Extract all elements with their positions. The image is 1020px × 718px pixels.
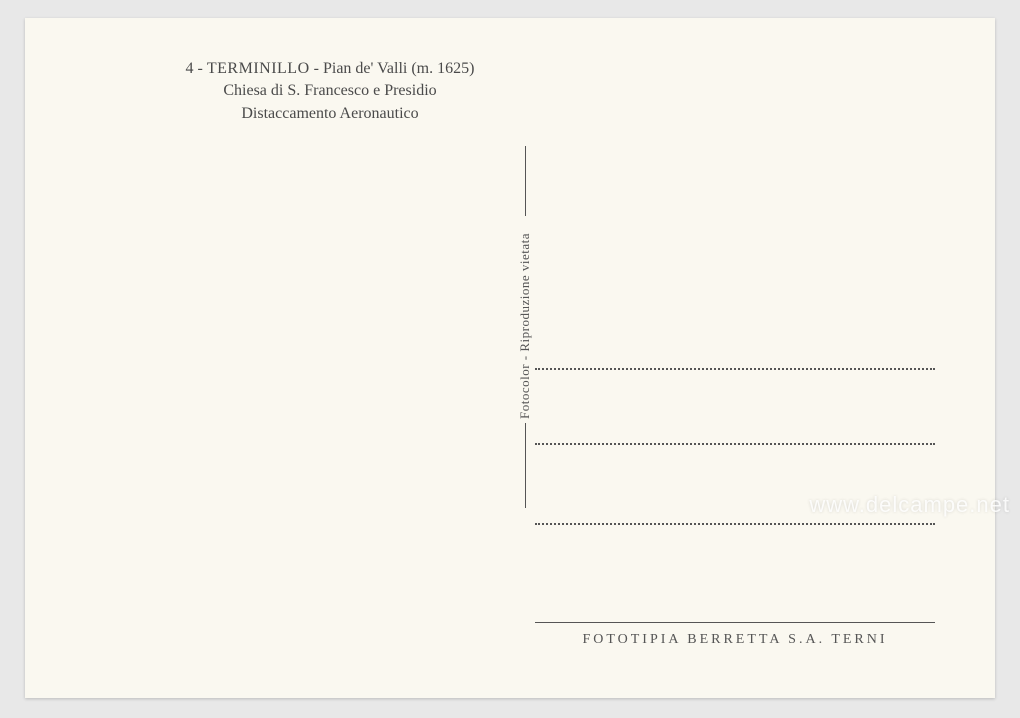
- center-divider-bottom: [525, 423, 526, 508]
- center-divider-top: [525, 146, 526, 216]
- address-line-2: [535, 443, 935, 445]
- header-line3: Distaccamento Aeronautico: [130, 103, 530, 125]
- card-number: 4: [186, 60, 194, 77]
- header-caption: 4 - TERMINILLO - Pian de' Valli (m. 1625…: [130, 58, 530, 125]
- address-line-3: [535, 523, 935, 525]
- postcard-back: 4 - TERMINILLO - Pian de' Valli (m. 1625…: [25, 18, 995, 698]
- footer-divider: [535, 622, 935, 623]
- location-title: TERMINILLO: [207, 60, 310, 77]
- publisher-text: FOTOTIPIA BERRETTA S.A. TERNI: [535, 632, 935, 648]
- header-line1: 4 - TERMINILLO - Pian de' Valli (m. 1625…: [130, 58, 530, 80]
- location-subtitle: Pian de' Valli (m. 1625): [323, 60, 474, 77]
- copyright-vertical: Fotocolor - Riproduzione vietata: [517, 233, 533, 419]
- header-line2: Chiesa di S. Francesco e Presidio: [130, 80, 530, 102]
- address-line-1: [535, 368, 935, 370]
